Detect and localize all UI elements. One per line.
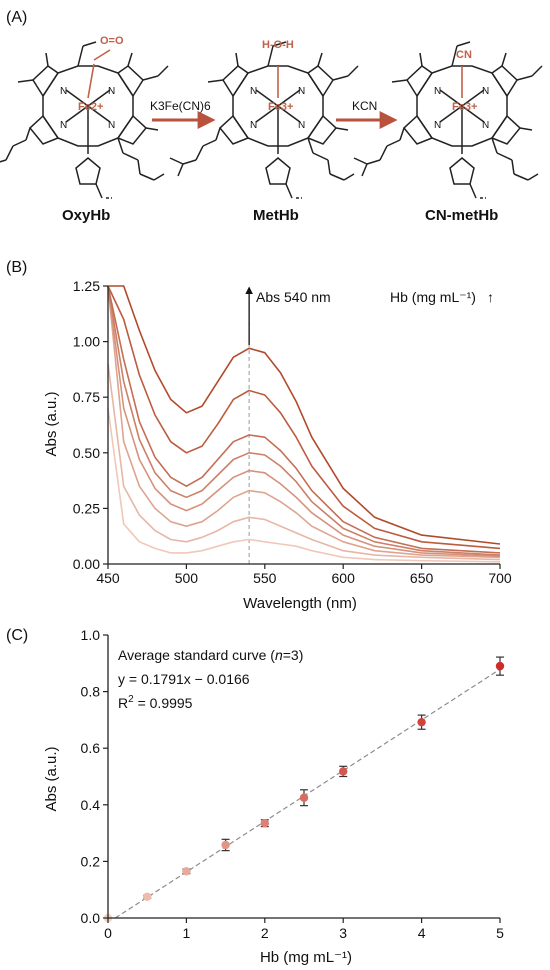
data-point: [417, 717, 426, 727]
panel-label-b: (B): [6, 259, 27, 276]
y-tick-label: 0.6: [81, 740, 101, 756]
y-tick-label: 0.0: [81, 910, 101, 926]
data-point: [182, 867, 191, 876]
y-tick-label: 0.4: [81, 797, 101, 813]
ligand-label: CN: [456, 49, 472, 61]
data-point: [260, 818, 269, 828]
standard-curve-chart: 0 1 2 3 4 5 0.0 0.2 0.4 0.6 0.8 1.0 Hb (mg mL⁻¹) Ab…: [43, 627, 505, 966]
svg-text:N: N: [108, 120, 115, 131]
data-point: [299, 793, 309, 802]
fit-equation: y = 0.1791x − 0.0166: [118, 671, 250, 687]
x-tick-label: 1: [183, 925, 191, 941]
x-axis-title: Hb (mg mL⁻¹): [260, 949, 352, 966]
spectrum-line-8: [108, 285, 501, 545]
y-tick-label: 0.8: [81, 684, 101, 700]
molecule-label-oxyhb: OxyHb: [62, 207, 110, 224]
curve-title: Average standard curve (n=3): [118, 647, 303, 663]
curve-axes: 0 1 2 3 4 5 0.0 0.2 0.4 0.6 0.8 1.0: [81, 627, 505, 941]
peak-annotation: Abs 540 nm: [256, 289, 331, 305]
spectrum-line-4: [107, 285, 501, 557]
x-tick-label: 4: [418, 925, 426, 941]
y-tick-label: 0.75: [73, 389, 100, 405]
x-tick-label: 2: [261, 925, 269, 941]
svg-text:N: N: [60, 86, 67, 97]
y-tick-label: 1.25: [73, 278, 100, 294]
svg-text:N: N: [60, 120, 67, 131]
spectrum-line-2: [107, 363, 501, 561]
spectrum-line-6: [107, 285, 501, 554]
svg-text:N: N: [298, 120, 305, 131]
metal-label: Fe2+: [78, 101, 103, 113]
data-point: [495, 661, 505, 671]
reagent-1: K3Fe(CN)6: [150, 99, 211, 113]
data-point: [143, 892, 152, 901]
svg-text:N: N: [482, 86, 489, 97]
x-tick-label: 600: [332, 570, 356, 586]
spectrum-line-3: [107, 285, 501, 559]
x-tick-label: 3: [339, 925, 347, 941]
svg-text:N: N: [482, 120, 489, 131]
fit-line: [114, 668, 501, 919]
x-axis-title: Wavelength (nm): [243, 595, 357, 612]
points-group: [103, 656, 505, 923]
spectra-axes: 450 500 550 600 650 700 0.00 0.25 0.50 0.75 1.00 1.…: [73, 278, 512, 586]
svg-text:N: N: [298, 86, 305, 97]
ligand-label: O=O: [100, 35, 124, 47]
r-squared: R2 = 0.9995: [118, 694, 193, 711]
molecule-label-methb: MetHb: [253, 207, 299, 224]
legend-arrow: ↑: [487, 289, 494, 305]
y-tick-label: 1.0: [81, 627, 101, 643]
svg-text:N: N: [250, 86, 257, 97]
panel-label-c: (C): [6, 627, 28, 644]
metal-label: Fe3+: [452, 101, 477, 113]
svg-text:N: N: [434, 120, 441, 131]
spectrum-line-5: [107, 285, 501, 556]
x-tick-label: 500: [175, 570, 199, 586]
spectrum-line-7: [107, 285, 501, 550]
x-tick-label: 0: [104, 925, 112, 941]
molecule-methb: Fe3+ H-O-H N N N N: [169, 39, 359, 199]
x-tick-label: 550: [253, 570, 277, 586]
panel-label-a: (A): [6, 9, 27, 26]
spectrum-line-1: [107, 408, 501, 563]
svg-text:N: N: [434, 86, 441, 97]
x-tick-label: 700: [488, 570, 512, 586]
x-tick-label: 650: [410, 570, 434, 586]
data-point: [221, 840, 230, 850]
y-axis-title: Abs (a.u.): [43, 391, 60, 456]
molecule-cn-methb: Fe3+ CN N N N N: [353, 41, 543, 199]
spectra-chart: 450 500 550 600 650 700 0.00 0.25 0.50 0.75 1.00 1.…: [43, 278, 512, 612]
spectra-series-group: [107, 285, 501, 564]
ligand-label: H-O-H: [262, 39, 294, 51]
y-tick-label: 0.25: [73, 500, 100, 516]
y-axis-title: Abs (a.u.): [43, 746, 60, 811]
svg-text:N: N: [108, 86, 115, 97]
y-tick-label: 0.00: [73, 556, 100, 572]
molecule-label-cn-methb: CN-metHb: [425, 207, 498, 224]
legend-label: Hb (mg mL⁻¹): [390, 289, 476, 305]
x-tick-label: 450: [96, 570, 120, 586]
y-tick-label: 0.50: [73, 445, 100, 461]
fit-line-group: [114, 668, 501, 919]
reagent-2: KCN: [352, 99, 377, 113]
x-tick-label: 5: [496, 925, 504, 941]
svg-text:N: N: [250, 120, 257, 131]
data-point: [339, 767, 348, 776]
y-tick-label: 1.00: [73, 334, 100, 350]
metal-label: Fe3+: [268, 101, 293, 113]
y-tick-label: 0.2: [81, 853, 101, 869]
molecule-oxyhb: Fe2+ O=O N N N N: [0, 35, 169, 199]
